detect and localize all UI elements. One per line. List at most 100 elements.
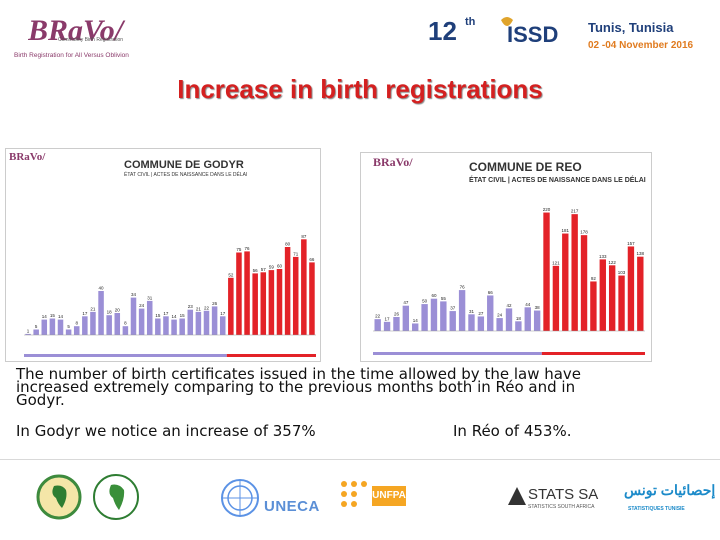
reo-bar-label-1: 22	[375, 314, 381, 319]
reo-bar-label-19: 220	[543, 207, 551, 212]
godyr-chart-subtitle: ÉTAT CIVIL | ACTES DE NAISSANCE DANS LE …	[124, 172, 248, 178]
bravo-logo: BRaVo/	[28, 14, 126, 47]
godyr-bar-3	[41, 319, 48, 335]
reo-bar-21	[562, 233, 569, 331]
unfpa-dots-icon	[341, 481, 367, 507]
godyr-bar-label-19: 14	[172, 314, 178, 319]
godyr-bar-35	[301, 239, 307, 335]
uneca-logo-text: UNECA	[264, 498, 320, 515]
body-line-2: increased extremely comparing to the pre…	[16, 378, 576, 396]
godyr-bar-12	[114, 313, 121, 335]
reo-bar-label-14: 24	[497, 313, 503, 318]
reo-bar-11	[468, 314, 475, 331]
reo-bar-12	[477, 316, 485, 331]
conference-city: Tunis, Tunisia	[588, 20, 674, 35]
african-development-bank-logo	[93, 474, 139, 520]
reo-bar-16	[515, 321, 522, 331]
reo-bar-17	[524, 307, 531, 331]
godyr-bar-26	[228, 277, 234, 335]
conference-suffix: th	[465, 16, 476, 28]
godyr-bar-label-26: 52	[228, 272, 234, 277]
bravo-logo-text: BRaVo/	[28, 14, 126, 47]
godyr-bar-label-18: 17	[163, 311, 169, 316]
godyr-bar-4	[49, 318, 56, 335]
godyr-bar-10	[98, 291, 104, 335]
reo-bar-1	[374, 319, 381, 331]
godyr-bar-label-34: 71	[293, 251, 299, 256]
godyr-bar-6	[65, 329, 72, 335]
godyr-bar-label-31: 59	[269, 265, 275, 270]
reo-bar-14	[496, 318, 503, 331]
reo-bar-label-13: 66	[488, 290, 494, 295]
reo-bar-label-26: 122	[608, 260, 616, 265]
reo-chart-subtitle: ÉTAT CIVIL | ACTES DE NAISSANCE DANS LE …	[469, 177, 646, 184]
reo-bar-22	[571, 214, 578, 331]
godyr-bar-2	[33, 329, 39, 335]
godyr-bar-label-29: 56	[253, 268, 259, 273]
godyr-bar-label-17: 15	[155, 313, 161, 318]
reo-bar-7	[430, 298, 438, 331]
reo-bar-label-22: 217	[571, 209, 579, 214]
godyr-bar-label-9: 21	[90, 306, 96, 311]
reo-bar-3	[393, 317, 400, 331]
godyr-bar-label-11: 18	[107, 310, 113, 315]
conference-dates: 02 -04 November 2016	[588, 40, 694, 51]
godyr-bar-30	[260, 272, 267, 335]
reo-bar-label-16: 18	[516, 316, 522, 321]
godyr-bar-19	[171, 319, 177, 335]
reo-bar-label-23: 178	[580, 230, 588, 235]
godyr-bar-label-14: 34	[131, 292, 137, 297]
reo-bar-2	[383, 321, 391, 331]
godyr-bar-label-27: 75	[236, 247, 242, 252]
godyr-bar-1	[25, 333, 31, 335]
reo-chart-title: COMMUNE DE REO	[469, 160, 582, 174]
body-line-1: The number of birth certificates issued …	[16, 365, 582, 383]
godyr-bar-8	[82, 316, 88, 335]
godyr-bar-label-10: 40	[99, 286, 105, 291]
body-line-3: Godyr.	[16, 391, 65, 409]
reo-bar-label-18: 38	[535, 305, 541, 310]
reo-bar-label-6: 50	[422, 299, 428, 304]
reo-bar-label-20: 121	[552, 260, 560, 265]
godyr-bar-21	[187, 309, 194, 335]
godyr-bar-label-33: 80	[285, 242, 291, 247]
reo-bar-label-25: 133	[599, 254, 607, 259]
reo-bar-9	[449, 311, 456, 331]
godyr-bar-label-8: 17	[82, 311, 88, 316]
reo-bar-29	[637, 256, 644, 331]
godyr-chart-title: COMMUNE DE GODYR	[124, 159, 244, 171]
godyr-bar-label-1: 1	[27, 328, 30, 333]
godyr-bar-34	[292, 256, 299, 335]
stats-sa-logo-text: STATS SA	[528, 486, 599, 503]
reo-bar-label-8: 55	[441, 296, 447, 301]
conference-number: 12	[428, 16, 457, 46]
godyr-bar-18	[163, 316, 169, 335]
reo-bar-label-2: 17	[385, 316, 391, 321]
reo-bar-13	[487, 295, 494, 331]
reo-bar-5	[412, 323, 419, 331]
reo-increase-text: In Réo of 453%.	[453, 422, 572, 440]
reo-bar-label-28: 157	[627, 241, 635, 246]
godyr-bar-14	[130, 297, 137, 335]
godyr-bar-label-32: 60	[277, 264, 283, 269]
reo-bar-label-10: 76	[460, 285, 466, 290]
godyr-bar-label-30: 57	[261, 267, 267, 272]
godyr-bar-7	[73, 326, 80, 335]
bravo-small-text: Community Birth Registration	[58, 37, 124, 43]
issd-logo-text: ISSD	[507, 22, 558, 47]
reo-bar-20	[552, 265, 560, 331]
reo-chart-panel: BRaVo/ COMMUNE DE REO ÉTAT CIVIL | ACTES…	[360, 152, 652, 362]
godyr-bar-label-23: 22	[204, 305, 210, 310]
godyr-legend-before	[24, 354, 227, 357]
reo-bar-label-27: 103	[618, 270, 626, 275]
stats-sa-emblem-icon	[508, 487, 526, 505]
united-nations-logo	[221, 479, 259, 517]
godyr-bar-29	[252, 273, 258, 335]
reo-legend-after	[541, 352, 645, 355]
reo-bar-25	[599, 259, 606, 331]
godyr-bar-13	[122, 326, 129, 335]
reo-bar-19	[543, 212, 550, 331]
reo-bar-28	[627, 246, 635, 331]
